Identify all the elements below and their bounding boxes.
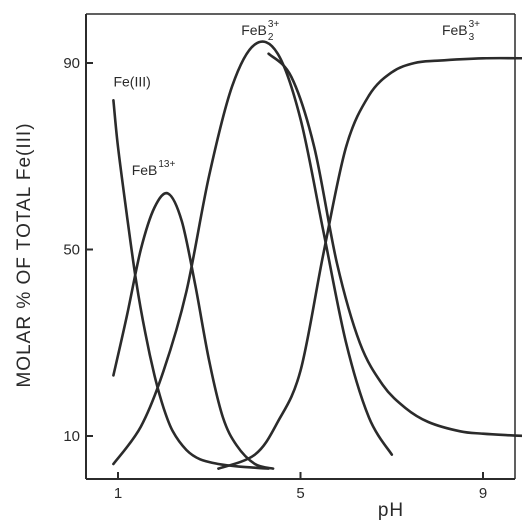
- y-tick-label: 90: [63, 55, 80, 72]
- x-tick-label: 9: [479, 485, 487, 502]
- curve-label-superscript: 3+: [268, 19, 280, 30]
- series-layer: [112, 40, 522, 470]
- series-line-1: [112, 99, 270, 470]
- curve-label-subscript: 3: [469, 32, 475, 43]
- x-tick-label: 5: [296, 485, 304, 502]
- curve-label-1: Fe(III): [113, 73, 150, 89]
- curve-label-subscript: 2: [268, 32, 274, 43]
- curve-label-2: FeB 13+: [132, 159, 176, 178]
- y-tick-label: 50: [63, 242, 80, 259]
- curve-label-superscript: 3+: [469, 19, 481, 30]
- curve-label-main: FeB: [241, 22, 267, 38]
- series-line-4: [217, 56, 522, 470]
- curve-label-main: FeB: [442, 22, 468, 38]
- plot-frame: [85, 13, 516, 480]
- ticks-layer: 1 5 9 10 50 90: [63, 55, 487, 502]
- curve-label-4: FeB 3 3+: [442, 19, 480, 43]
- curve-label-main: Fe(III): [113, 73, 150, 89]
- series-line-2: [112, 191, 275, 470]
- curve-label-superscript: 13+: [158, 159, 175, 170]
- x-tick-label: 1: [114, 485, 122, 502]
- labels-layer: Fe(III)FeB 13+FeB 23+ FeB 33+: [113, 19, 480, 178]
- x-axis-title: pH: [378, 500, 404, 521]
- series-line-5: [267, 52, 522, 438]
- series-line-3: [112, 40, 394, 466]
- y-axis-title: MOLAR % OF TOTAL Fe(III): [14, 122, 35, 387]
- curve-label-3: FeB 2 3+: [241, 19, 279, 43]
- curve-label-main: FeB: [132, 162, 158, 178]
- y-tick-label: 10: [63, 428, 80, 445]
